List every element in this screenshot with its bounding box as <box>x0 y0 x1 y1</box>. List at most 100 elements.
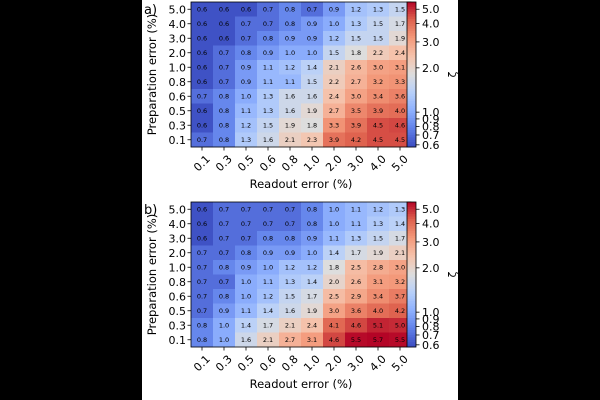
heatmap-cell <box>279 260 302 275</box>
cell-value-label: 0.7 <box>263 20 273 28</box>
heatmap-cell <box>323 132 346 148</box>
cell-value-label: 0.7 <box>219 278 229 286</box>
heatmap-cell <box>213 89 236 104</box>
cell-value-label: 0.8 <box>241 49 251 57</box>
heatmap-cell <box>191 231 214 246</box>
heatmap-cell <box>257 202 280 217</box>
colorbar-segment <box>407 252 416 256</box>
heatmap-cell <box>235 289 258 304</box>
heatmap-cell <box>323 245 346 261</box>
heatmap-cell <box>367 103 390 119</box>
heatmap-cell <box>301 89 324 104</box>
heatmap-cell <box>213 60 236 75</box>
y-tick-label: 1.0 <box>169 61 187 74</box>
x-tick-label: 1.0 <box>301 353 323 375</box>
cell-value-label: 4.5 <box>373 136 383 144</box>
heatmap-cell <box>279 289 302 304</box>
y-tick-label: 2.0 <box>169 247 187 260</box>
heatmap-cell <box>235 332 258 348</box>
heatmap-cell <box>257 245 280 261</box>
heatmap-cell <box>213 118 236 133</box>
colorbar-tick-label: 2.0 <box>422 262 440 275</box>
heatmap-cell <box>235 202 258 217</box>
cell-value-label: 1.0 <box>329 220 339 228</box>
cell-value-label: 3.9 <box>329 136 339 144</box>
colorbar-segment <box>407 60 416 63</box>
heatmap-cell <box>279 16 302 32</box>
heatmap-cell <box>235 132 258 148</box>
heatmap-cell <box>367 245 390 261</box>
cell-value-label: 1.0 <box>241 278 251 286</box>
colorbar-segment <box>407 69 416 73</box>
cell-value-label: 0.8 <box>241 249 251 257</box>
cell-value-label: 0.7 <box>241 235 251 243</box>
heatmap-cell <box>213 216 236 232</box>
cell-value-label: 1.7 <box>307 293 317 301</box>
colorbar-label: ζ <box>447 271 458 277</box>
heatmap-cell <box>279 118 302 133</box>
colorbar-segment <box>407 301 416 304</box>
y-tick-label: 0.3 <box>169 119 187 132</box>
colorbar-segment <box>407 206 416 210</box>
heatmap-cell <box>213 289 236 304</box>
cell-value-label: 0.7 <box>285 206 295 214</box>
cell-value-label: 1.3 <box>263 107 273 115</box>
cell-value-label: 4.5 <box>395 136 405 144</box>
cell-value-label: 0.7 <box>263 206 273 214</box>
cell-value-label: 0.8 <box>263 35 273 43</box>
colorbar-segment <box>407 144 416 148</box>
cell-value-label: 1.4 <box>307 278 317 286</box>
y-tick-label: 0.1 <box>169 134 187 147</box>
heatmap-cell <box>323 202 346 217</box>
colorbar-segment <box>407 276 416 280</box>
x-tick-label: 5.0 <box>389 153 411 175</box>
cell-value-label: 1.0 <box>307 249 317 257</box>
colorbar-tick-label: 5.0 <box>422 203 440 216</box>
colorbar-frame <box>406 201 417 348</box>
heatmap-cell <box>301 16 324 32</box>
cell-value-label: 0.7 <box>197 249 207 257</box>
heatmap-cell <box>389 216 412 232</box>
cell-value-label: 2.3 <box>307 136 317 144</box>
cell-value-label: 2.7 <box>351 78 361 86</box>
colorbar-tick-label: 0.7 <box>422 129 440 142</box>
cell-value-label: 3.2 <box>373 78 383 86</box>
colorbar-segment <box>407 72 416 75</box>
cell-value-label: 2.1 <box>329 64 339 72</box>
colorbar-segment <box>407 279 416 283</box>
heatmap-cell <box>389 2 412 17</box>
cell-value-label: 2.1 <box>395 249 405 257</box>
cell-value-label: 4.6 <box>329 336 339 344</box>
heatmap-cell <box>191 132 214 148</box>
heatmap-cell <box>235 216 258 232</box>
x-tick-label: 1.0 <box>301 153 323 175</box>
heatmap-cell <box>191 274 214 290</box>
heatmap-cell <box>279 332 302 348</box>
heatmap-cell <box>235 303 258 319</box>
heatmap-cell <box>301 60 324 75</box>
cell-value-label: 0.6 <box>197 64 207 72</box>
colorbar-segment <box>407 228 416 232</box>
heatmap-cell <box>323 74 346 90</box>
heatmap-cell <box>279 132 302 148</box>
cell-value-label: 4.5 <box>373 122 383 130</box>
cell-value-label: 0.9 <box>241 78 251 86</box>
colorbar-segment <box>407 233 416 237</box>
colorbar-segment <box>407 55 416 58</box>
heatmap-cell <box>191 303 214 319</box>
heatmap-cell <box>345 318 368 333</box>
heatmap-cell <box>301 45 324 61</box>
cell-value-label: 0.6 <box>241 6 251 14</box>
heatmap-cell <box>367 16 390 32</box>
cell-value-label: 1.5 <box>351 35 361 43</box>
colorbar-segment <box>407 337 416 341</box>
heatmap-cell <box>257 60 280 75</box>
x-tick-label: 0.3 <box>213 153 235 175</box>
cell-value-label: 1.6 <box>285 107 295 115</box>
cell-value-label: 1.0 <box>307 49 317 57</box>
colorbar-segment <box>407 216 416 220</box>
heatmap-cell <box>257 74 280 90</box>
cell-value-label: 2.8 <box>373 264 383 272</box>
cell-value-label: 0.7 <box>219 220 229 228</box>
heatmap-cell <box>345 132 368 148</box>
